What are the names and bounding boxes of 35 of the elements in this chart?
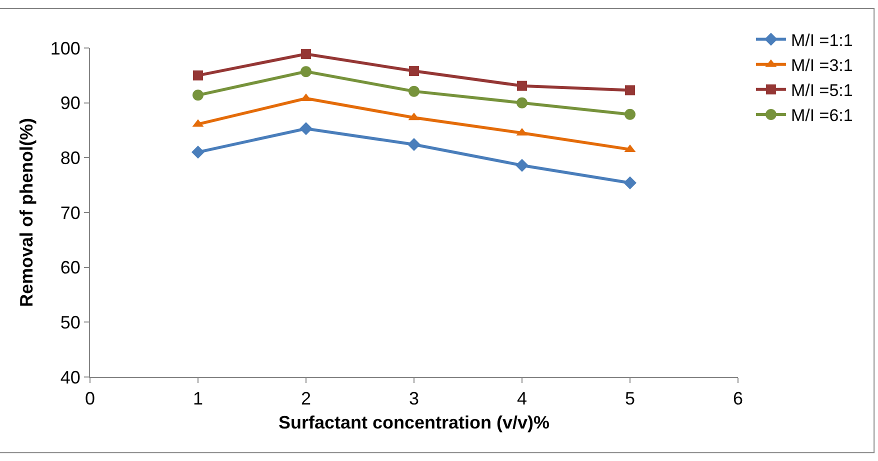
x-tick-label: 5 [624,388,636,409]
y-tick-label: 90 [60,93,80,114]
x-tick-label: 4 [516,388,528,409]
point [408,138,420,152]
x-tick-label: 1 [192,388,204,409]
point [516,158,528,172]
y-tick-label: 80 [60,148,80,168]
x-tick-label: 3 [408,388,420,409]
y-tick-label: 70 [60,202,80,223]
point [624,176,636,190]
x-axis-title: Surfactant concentration (v/v)% [278,412,550,433]
point [516,97,528,108]
y-tick-label: 50 [60,312,80,332]
legend-label: M/I =5:1 [790,81,853,100]
y-tick-label: 60 [60,258,80,278]
y-axis-title: Removal of phenol(%) [16,118,37,308]
x-tick-label: 6 [732,388,744,409]
legend-label: M/I =1:1 [790,30,853,50]
point [624,108,636,120]
point [300,66,312,78]
point [192,146,204,159]
x-tick-label: 0 [84,388,96,409]
point [193,70,203,80]
x-tick-label: 2 [300,388,312,409]
point [300,122,312,136]
point [301,49,311,60]
point [625,85,635,96]
point [409,66,419,76]
point [517,80,527,91]
point [408,86,420,97]
legend-label: M/I =6:1 [790,106,853,126]
point [192,90,204,101]
legend-label: M/I =3:1 [790,56,853,75]
y-tick-label: 40 [60,367,80,388]
y-tick-label: 100 [50,38,80,58]
